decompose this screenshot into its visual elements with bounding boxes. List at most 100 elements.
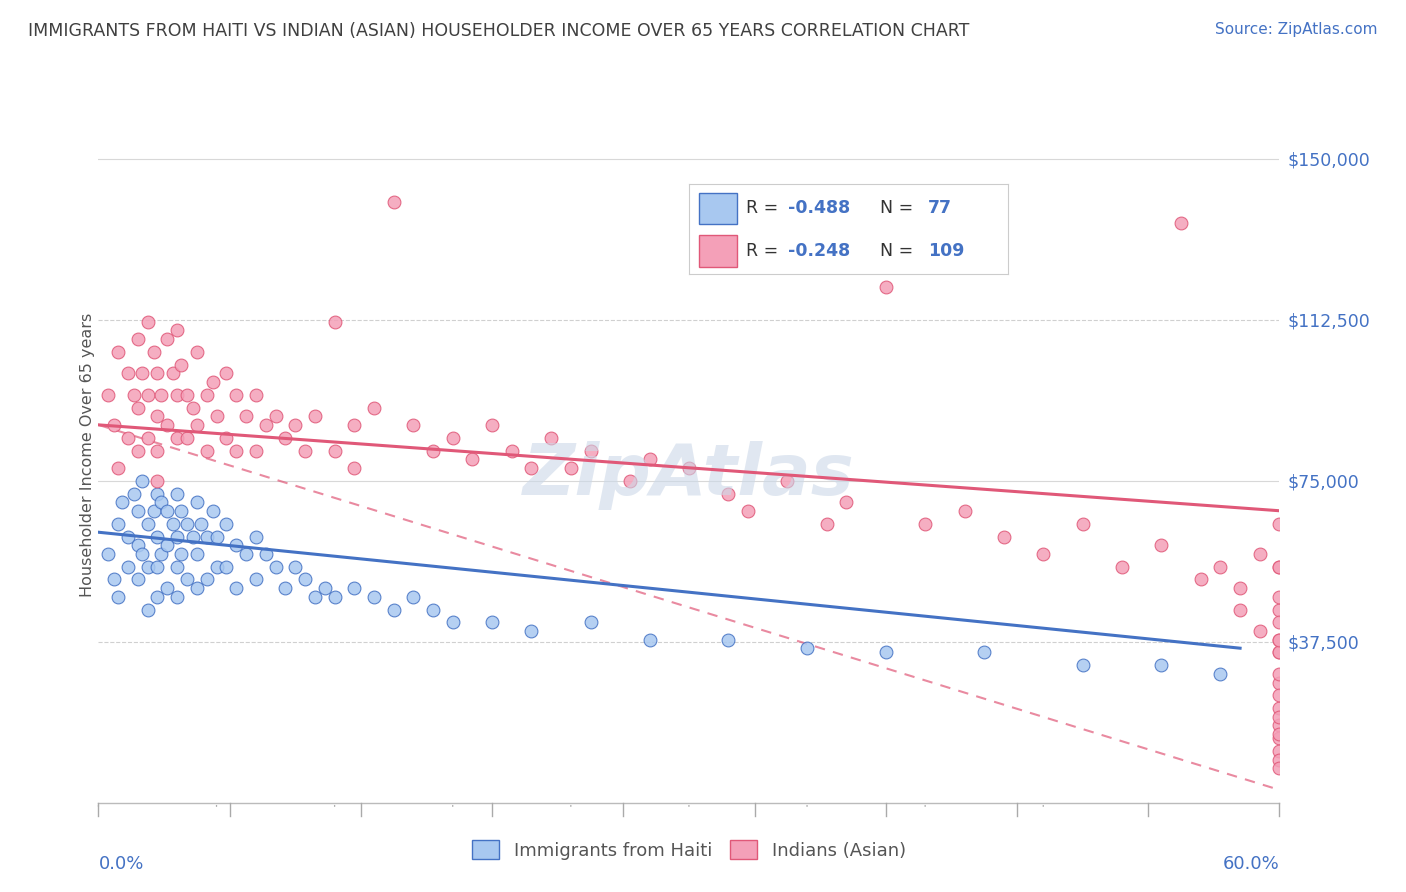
Text: N =: N =	[880, 199, 914, 217]
Point	[117, 431, 139, 445]
Point	[1268, 744, 1291, 758]
Point	[1268, 632, 1291, 647]
Point	[264, 409, 287, 424]
Point	[1209, 559, 1232, 574]
Point	[122, 486, 145, 500]
Point	[1268, 701, 1291, 715]
Point	[245, 443, 267, 458]
Point	[314, 581, 336, 595]
Point	[166, 529, 188, 543]
Point	[717, 632, 740, 647]
Point	[156, 581, 179, 595]
Point	[304, 590, 326, 604]
Point	[136, 516, 159, 531]
Point	[97, 388, 120, 402]
Point	[619, 474, 641, 488]
Point	[323, 590, 346, 604]
Point	[117, 559, 139, 574]
Point	[186, 581, 208, 595]
Point	[274, 431, 297, 445]
Point	[264, 559, 287, 574]
Point	[235, 409, 257, 424]
Point	[1268, 615, 1291, 630]
Point	[176, 431, 198, 445]
Point	[225, 538, 247, 552]
Point	[1071, 516, 1094, 531]
Point	[176, 388, 198, 402]
Point	[776, 474, 799, 488]
Point	[131, 367, 153, 381]
Point	[136, 315, 159, 329]
Point	[117, 367, 139, 381]
Point	[501, 443, 523, 458]
Point	[150, 547, 173, 561]
Point	[235, 547, 257, 561]
Point	[201, 504, 224, 518]
Point	[323, 443, 346, 458]
Point	[520, 460, 543, 475]
Point	[294, 573, 316, 587]
Point	[343, 581, 366, 595]
Point	[560, 460, 582, 475]
Point	[1150, 538, 1173, 552]
Point	[136, 602, 159, 616]
Point	[1229, 581, 1251, 595]
Point	[186, 417, 208, 432]
Text: 77: 77	[928, 199, 952, 217]
Point	[678, 460, 700, 475]
Text: 109: 109	[928, 242, 965, 260]
Point	[195, 529, 218, 543]
Text: R =: R =	[747, 199, 785, 217]
Point	[127, 401, 149, 415]
Point	[136, 559, 159, 574]
Point	[1268, 559, 1291, 574]
Point	[875, 645, 897, 659]
Point	[127, 573, 149, 587]
Point	[638, 632, 661, 647]
Point	[304, 409, 326, 424]
Point	[402, 590, 425, 604]
Point	[284, 559, 307, 574]
Point	[1268, 645, 1291, 659]
Point	[162, 367, 184, 381]
Point	[1150, 658, 1173, 673]
Point	[953, 504, 976, 518]
Point	[1268, 559, 1291, 574]
Point	[136, 431, 159, 445]
Point	[294, 443, 316, 458]
Point	[343, 460, 366, 475]
Point	[1268, 731, 1291, 746]
Point	[1268, 516, 1291, 531]
Point	[382, 194, 405, 209]
Point	[181, 401, 204, 415]
Point	[103, 573, 125, 587]
Text: 0.0%: 0.0%	[98, 855, 143, 873]
Point	[195, 573, 218, 587]
Point	[835, 495, 858, 509]
Point	[166, 486, 188, 500]
Point	[1268, 602, 1291, 616]
Y-axis label: Householder Income Over 65 years: Householder Income Over 65 years	[80, 313, 94, 597]
Point	[205, 559, 228, 574]
Point	[1268, 710, 1291, 724]
Point	[225, 581, 247, 595]
Point	[127, 332, 149, 346]
Point	[146, 443, 169, 458]
Point	[127, 538, 149, 552]
Point	[176, 516, 198, 531]
Point	[150, 388, 173, 402]
FancyBboxPatch shape	[699, 193, 737, 224]
Legend: Immigrants from Haiti, Indians (Asian): Immigrants from Haiti, Indians (Asian)	[465, 833, 912, 867]
Point	[422, 443, 444, 458]
Point	[520, 624, 543, 638]
Point	[461, 452, 484, 467]
Point	[166, 559, 188, 574]
Point	[225, 443, 247, 458]
Point	[382, 602, 405, 616]
Point	[1111, 559, 1133, 574]
Point	[166, 590, 188, 604]
Point	[186, 495, 208, 509]
Point	[156, 538, 179, 552]
Point	[146, 474, 169, 488]
Point	[176, 573, 198, 587]
